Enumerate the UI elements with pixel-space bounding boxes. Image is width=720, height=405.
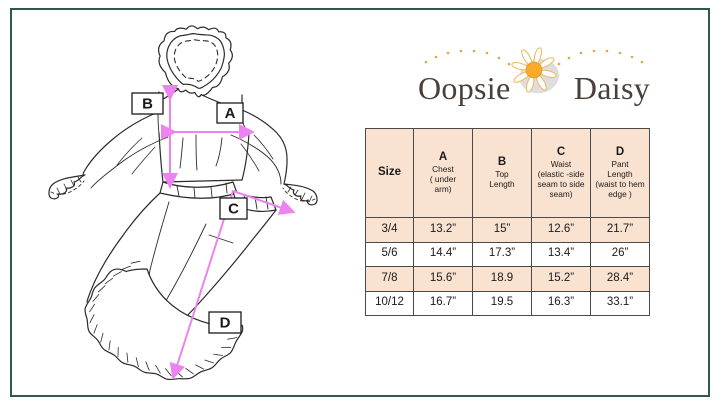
svg-text:A: A <box>225 105 236 122</box>
svg-text:B: B <box>142 96 153 113</box>
svg-text:D: D <box>220 315 231 332</box>
svg-text:C: C <box>228 201 239 218</box>
